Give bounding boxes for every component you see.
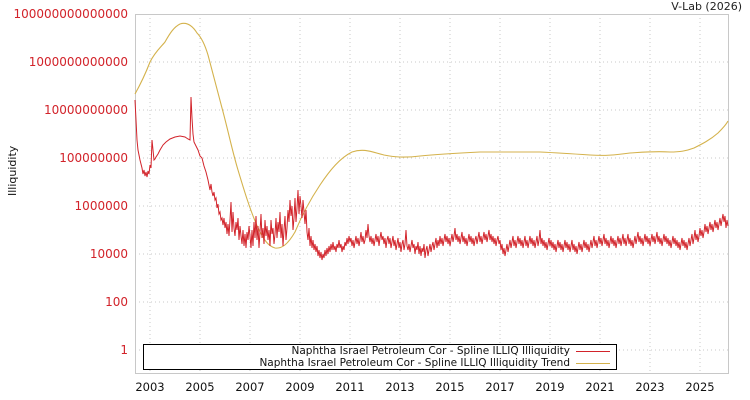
legend-swatch-red-line-icon	[576, 350, 610, 352]
x-tick-2025: 2025	[685, 380, 715, 394]
x-tick-2007: 2007	[235, 380, 265, 394]
y-tick-1e10: 10000000000	[44, 103, 128, 117]
x-tick-2021: 2021	[585, 380, 615, 394]
plot-frame	[135, 14, 729, 374]
vlab-credit: V-Lab (2026)	[671, 0, 742, 13]
legend-item-illiquidity: Naphtha Israel Petroleum Cor - Spline IL…	[292, 345, 610, 357]
x-tick-2013: 2013	[385, 380, 415, 394]
y-tick-1e2: 100	[105, 295, 128, 309]
x-tick-2023: 2023	[635, 380, 665, 394]
y-tick-1e8: 100000000	[59, 151, 128, 165]
illiquidity-line	[134, 96, 729, 261]
y-tick-1: 1	[120, 343, 128, 357]
y-tick-1e6: 1000000	[74, 199, 128, 213]
chart-legend: Naphtha Israel Petroleum Cor - Spline IL…	[143, 344, 617, 370]
x-tick-2015: 2015	[435, 380, 465, 394]
legend-swatch-gold-line-icon	[576, 362, 610, 364]
x-tick-2011: 2011	[335, 380, 365, 394]
y-tick-1e4: 10000	[89, 247, 128, 261]
x-tick-2003: 2003	[135, 380, 165, 394]
y-tick-1e14: 100000000000000	[13, 7, 128, 21]
legend-item-trend: Naphtha Israel Petroleum Cor - Spline IL…	[259, 357, 610, 369]
x-tick-2017: 2017	[485, 380, 515, 394]
trend-line	[134, 22, 729, 249]
x-tick-2005: 2005	[185, 380, 215, 394]
legend-label-illiquidity: Naphtha Israel Petroleum Cor - Spline IL…	[291, 345, 570, 357]
y-tick-1e12: 1000000000000	[28, 55, 128, 69]
x-tick-2009: 2009	[285, 380, 315, 394]
x-tick-2019: 2019	[535, 380, 565, 394]
grid-lines	[135, 14, 728, 373]
legend-label-trend: Naphtha Israel Petroleum Cor - Spline IL…	[259, 357, 570, 369]
